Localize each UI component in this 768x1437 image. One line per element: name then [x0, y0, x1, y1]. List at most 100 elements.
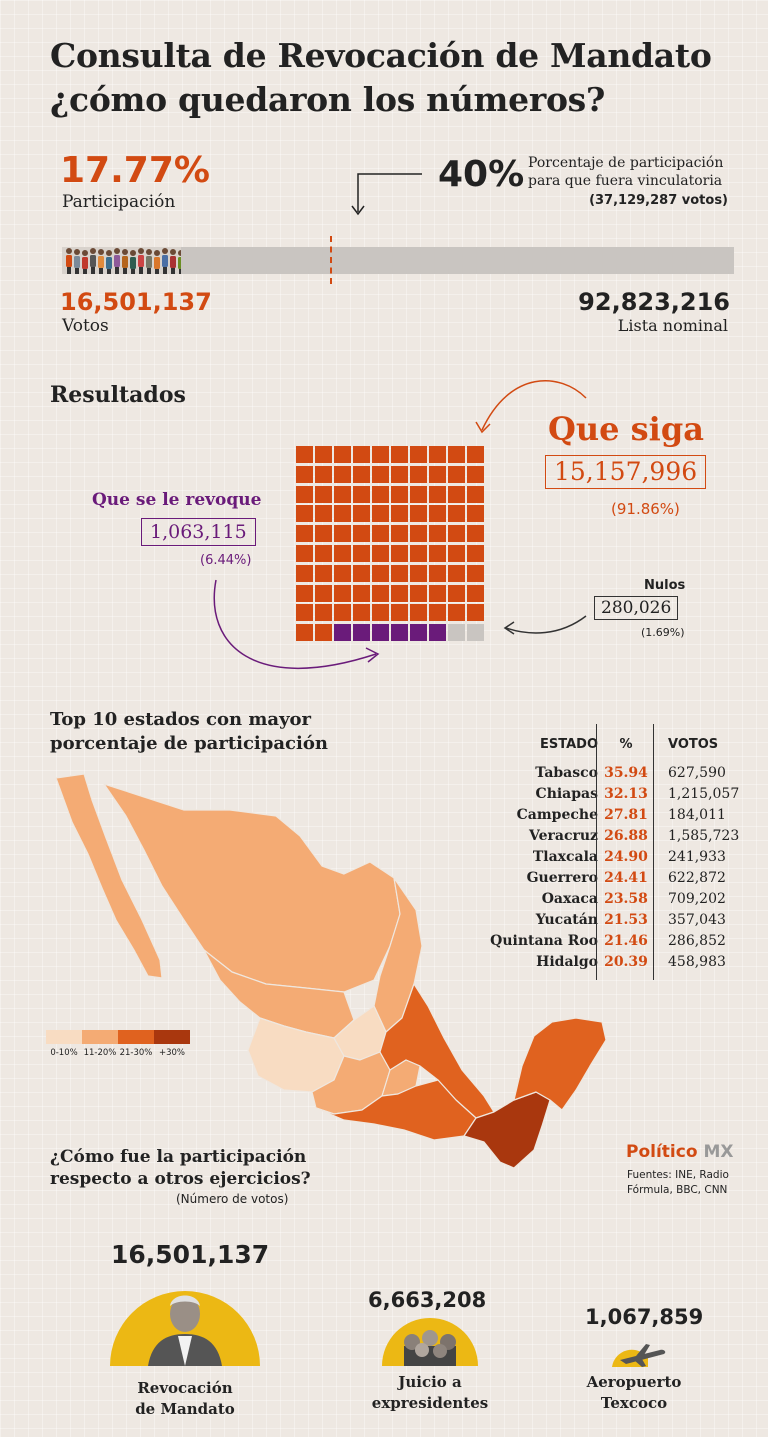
crowd-legs [131, 269, 135, 274]
sources-line-2: Fórmula, BBC, CNN [627, 1184, 728, 1196]
row-pct: 24.90 [604, 848, 648, 865]
crowd-head [74, 249, 80, 255]
crowd-legs [67, 267, 71, 274]
waffle-cell-nulos [448, 624, 465, 642]
row-votes: 357,043 [668, 911, 726, 928]
table-row: Veracruz 26.88 1,585,723 [486, 825, 748, 846]
waffle-cell-que-siga [315, 624, 332, 642]
comparison-heading: ¿Cómo fue la participación respecto a ot… [50, 1146, 311, 1190]
comparison-caption-1: Revocación de Mandato [110, 1378, 260, 1420]
results-waffle-chart [296, 446, 486, 644]
waffle-cell-que-siga [448, 525, 465, 543]
nominal-label: Lista nominal [617, 316, 728, 335]
row-pct: 27.81 [604, 806, 648, 823]
comparison-votes-2: 6,663,208 [368, 1288, 487, 1312]
row-pct: 21.46 [604, 932, 648, 949]
waffle-cell-que-siga [467, 604, 484, 622]
map-yucatan [513, 1017, 607, 1111]
row-state: Quintana Roo [490, 932, 598, 949]
waffle-cell-que-siga [410, 485, 427, 503]
waffle-cell-que-siga [410, 465, 427, 483]
waffle-cell-que-siga [410, 564, 427, 582]
row-state: Tabasco [535, 764, 598, 781]
crowd-legs [99, 268, 103, 274]
waffle-cell-que-siga [410, 545, 427, 562]
waffle-cell-que-siga [296, 525, 313, 543]
participation-bar-fill [62, 247, 181, 274]
waffle-cell-que-siga [467, 525, 484, 543]
waffle-cell-que-siga [315, 604, 332, 622]
crowd-legs [171, 268, 175, 274]
nominal-count: 92,823,216 [578, 288, 730, 316]
revocacion-person-icon [110, 1291, 260, 1366]
revoque-pct: (6.44%) [200, 553, 252, 568]
votes-count: 16,501,137 [60, 288, 212, 316]
row-state: Yucatán [535, 911, 598, 928]
comparison-votes-1: 16,501,137 [111, 1240, 270, 1269]
row-votes: 1,585,723 [668, 827, 740, 844]
waffle-cell-que-siga [372, 446, 389, 463]
brand-sources: Fuentes: INE, Radio Fórmula, BBC, CNN [627, 1168, 729, 1198]
caption-1-line-2: de Mandato [135, 1400, 235, 1418]
crowd-legs [139, 267, 143, 274]
states-heading-line-2: porcentaje de participación [50, 733, 328, 754]
waffle-cell-que-siga [391, 505, 408, 523]
waffle-cell-que-siga [429, 465, 446, 483]
col-state-header: ESTADO [539, 736, 598, 752]
crowd-icon [66, 248, 181, 274]
waffle-cell-revoque [391, 624, 408, 642]
waffle-cell-que-siga [372, 485, 389, 503]
table-row: Hidalgo 20.39 458,983 [486, 951, 748, 972]
crowd-body [82, 257, 88, 269]
states-table-header: ESTADO % VOTOS [486, 726, 748, 762]
waffle-cell-que-siga [315, 485, 332, 503]
waffle-cell-que-siga [467, 465, 484, 483]
crowd-legs [91, 267, 95, 274]
airplane-icon [612, 1344, 666, 1367]
threshold-line-2: para que fuera vinculatoria [528, 173, 723, 189]
states-heading: Top 10 estados con mayor porcentaje de p… [50, 708, 328, 756]
row-state: Oaxaca [541, 890, 598, 907]
caption-2-line-2: expresidentes [371, 1394, 489, 1412]
revoque-label: Que se le revoque [92, 490, 262, 510]
crowd-head [82, 250, 88, 256]
crowd-head [162, 248, 168, 254]
waffle-cell-que-siga [391, 604, 408, 622]
crowd-legs [123, 268, 127, 274]
waffle-cell-que-siga [429, 604, 446, 622]
comparison-subheading: (Número de votos) [176, 1192, 289, 1206]
table-divider-1 [596, 724, 597, 980]
comparison-heading-line-1: ¿Cómo fue la participación [50, 1147, 307, 1167]
sources-line-1: Fuentes: INE, Radio [627, 1169, 729, 1181]
row-state: Guerrero [526, 869, 598, 886]
crowd-body [130, 257, 136, 269]
comparison-votes-3: 1,067,859 [585, 1305, 704, 1329]
waffle-cell-que-siga [372, 545, 389, 562]
participation-label: Participación [62, 192, 176, 212]
waffle-cell-que-siga [334, 584, 351, 602]
table-row: Campeche 27.81 184,011 [486, 804, 748, 825]
comparison-heading-line-2: respecto a otros ejercicios? [50, 1169, 311, 1189]
waffle-cell-que-siga [410, 604, 427, 622]
waffle-cell-que-siga [391, 465, 408, 483]
row-pct: 21.53 [604, 911, 648, 928]
que-siga-votes: 15,157,996 [545, 455, 707, 489]
waffle-cell-que-siga [353, 545, 370, 562]
waffle-cell-que-siga [448, 604, 465, 622]
crowd-head [98, 249, 104, 255]
crowd-body [90, 255, 96, 267]
crowd-legs [83, 269, 87, 274]
nulos-votes: 280,026 [594, 596, 679, 620]
waffle-cell-que-siga [296, 624, 313, 642]
row-votes: 458,983 [668, 953, 726, 970]
waffle-cell-que-siga [315, 564, 332, 582]
waffle-cell-que-siga [296, 545, 313, 562]
map-north [103, 783, 401, 993]
waffle-cell-que-siga [467, 485, 484, 503]
waffle-cell-que-siga [429, 525, 446, 543]
waffle-cell-que-siga [448, 584, 465, 602]
row-votes: 709,202 [668, 890, 726, 907]
table-row: Chiapas 32.13 1,215,057 [486, 783, 748, 804]
waffle-cell-que-siga [296, 604, 313, 622]
waffle-cell-que-siga [296, 485, 313, 503]
